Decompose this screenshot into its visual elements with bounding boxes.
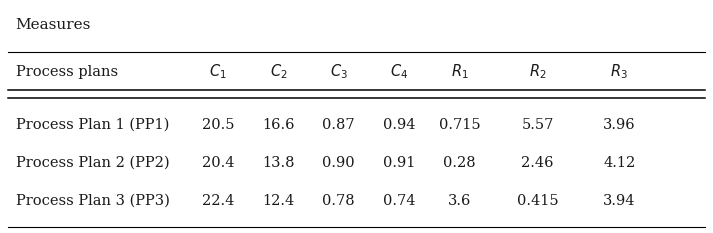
Text: Process Plan 2 (PP2): Process Plan 2 (PP2) [16, 156, 169, 170]
Text: 3.94: 3.94 [603, 194, 635, 208]
Text: 12.4: 12.4 [262, 194, 294, 208]
Text: 16.6: 16.6 [262, 118, 294, 132]
Text: 22.4: 22.4 [202, 194, 234, 208]
Text: $R_2$: $R_2$ [529, 62, 546, 81]
Text: 0.78: 0.78 [322, 194, 355, 208]
Text: 20.4: 20.4 [202, 156, 235, 170]
Text: Measures: Measures [16, 17, 91, 31]
Text: 0.415: 0.415 [517, 194, 558, 208]
Text: $C_3$: $C_3$ [330, 62, 348, 81]
Text: $C_1$: $C_1$ [209, 62, 227, 81]
Text: 0.28: 0.28 [443, 156, 476, 170]
Text: 3.6: 3.6 [448, 194, 471, 208]
Text: Process Plan 1 (PP1): Process Plan 1 (PP1) [16, 118, 169, 132]
Text: $C_2$: $C_2$ [270, 62, 287, 81]
Text: Process plans: Process plans [16, 65, 118, 79]
Text: 0.90: 0.90 [322, 156, 355, 170]
Text: $R_3$: $R_3$ [610, 62, 628, 81]
Text: $C_4$: $C_4$ [390, 62, 408, 81]
Text: Process Plan 3 (PP3): Process Plan 3 (PP3) [16, 194, 170, 208]
Text: 3.96: 3.96 [603, 118, 635, 132]
Text: 0.94: 0.94 [383, 118, 416, 132]
Text: 20.5: 20.5 [202, 118, 235, 132]
Text: 0.87: 0.87 [322, 118, 355, 132]
Text: 0.91: 0.91 [383, 156, 415, 170]
Text: $R_1$: $R_1$ [451, 62, 468, 81]
Text: 0.74: 0.74 [383, 194, 416, 208]
Text: 5.57: 5.57 [521, 118, 554, 132]
Text: 13.8: 13.8 [262, 156, 294, 170]
Text: 0.715: 0.715 [438, 118, 481, 132]
Text: 4.12: 4.12 [603, 156, 635, 170]
Text: 2.46: 2.46 [521, 156, 554, 170]
